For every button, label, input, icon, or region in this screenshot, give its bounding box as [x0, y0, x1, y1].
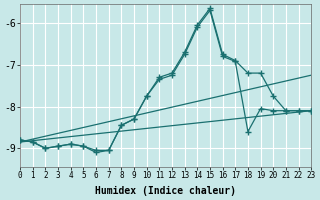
X-axis label: Humidex (Indice chaleur): Humidex (Indice chaleur) — [95, 186, 236, 196]
